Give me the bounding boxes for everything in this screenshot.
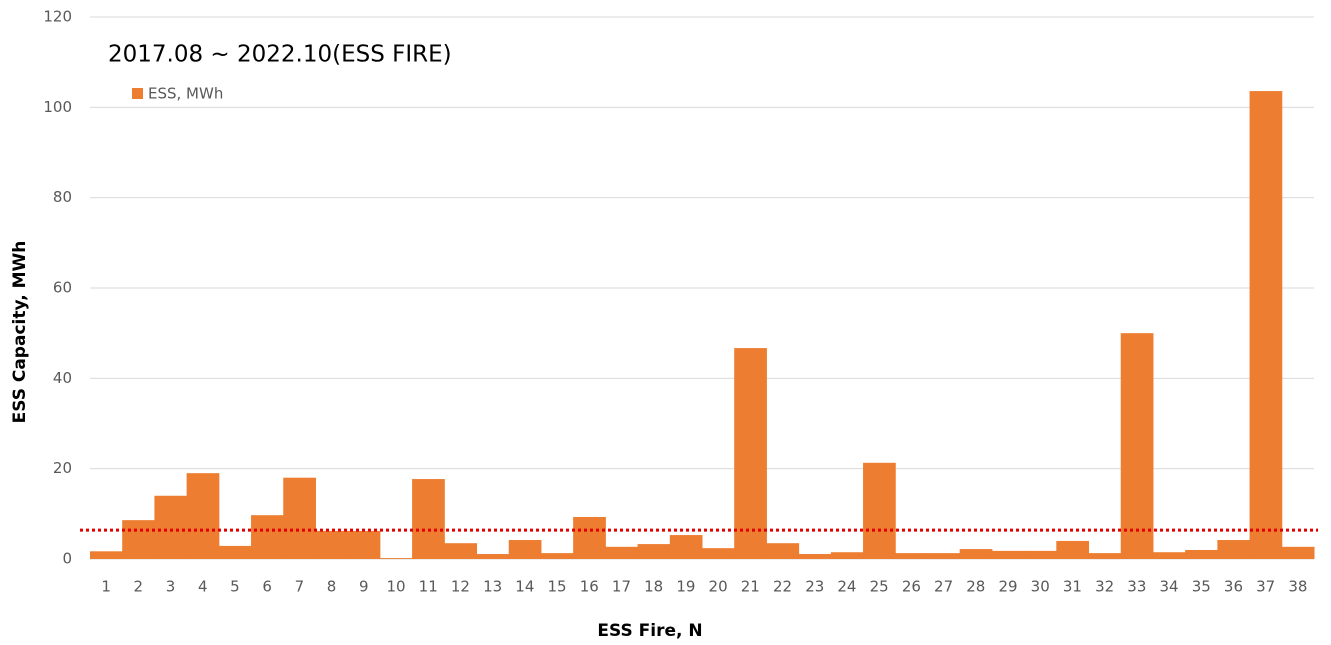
bar — [379, 558, 413, 559]
bar — [959, 549, 993, 559]
x-tick-label: 7 — [295, 578, 305, 596]
x-tick-label: 30 — [1031, 578, 1050, 596]
x-tick-label: 8 — [327, 578, 337, 596]
bar — [1281, 546, 1315, 559]
bar — [1056, 540, 1090, 559]
x-tick-label: 14 — [515, 578, 534, 596]
x-tick-label: 3 — [166, 578, 176, 596]
bar — [122, 520, 155, 559]
x-tick-label: 13 — [483, 578, 502, 596]
x-tick-label: 29 — [998, 578, 1017, 596]
legend-label: ESS, MWh — [148, 85, 223, 103]
x-tick-label: 25 — [870, 578, 889, 596]
bar — [540, 553, 574, 559]
x-axis-label: ESS Fire, N — [597, 621, 702, 641]
bar — [186, 473, 220, 559]
bar — [798, 554, 832, 559]
x-tick-label: 34 — [1160, 578, 1179, 596]
bar — [573, 516, 606, 559]
x-tick-label: 10 — [386, 578, 405, 596]
bar — [412, 479, 445, 559]
bar — [1024, 550, 1057, 559]
y-tick-label: 80 — [53, 188, 72, 206]
y-tick-label: 120 — [43, 8, 72, 26]
bar — [702, 548, 735, 559]
x-tick-label: 21 — [741, 578, 760, 596]
x-tick-label: 32 — [1095, 578, 1114, 596]
x-tick-label: 27 — [934, 578, 953, 596]
x-tick-label: 9 — [359, 578, 369, 596]
x-tick-label: 36 — [1224, 578, 1243, 596]
y-tick-label: 40 — [53, 369, 72, 387]
bar — [347, 530, 381, 559]
x-tick-label: 19 — [676, 578, 695, 596]
x-tick-label: 24 — [837, 578, 856, 596]
bar — [734, 348, 767, 559]
x-tick-label: 1 — [101, 578, 111, 596]
y-tick-label: 20 — [53, 459, 72, 477]
chart-title: 2017.08 ~ 2022.10(ESS FIRE) — [108, 42, 452, 68]
x-tick-label: 37 — [1256, 578, 1275, 596]
bar — [1249, 91, 1283, 559]
x-tick-label: 28 — [966, 578, 985, 596]
x-tick-label: 38 — [1288, 578, 1307, 596]
y-tick-label: 60 — [53, 279, 72, 297]
bar — [283, 477, 316, 559]
x-tick-label: 31 — [1063, 578, 1082, 596]
bar — [605, 546, 639, 559]
x-tick-label: 2 — [134, 578, 144, 596]
bar — [669, 535, 703, 559]
bar — [863, 462, 896, 559]
bar — [927, 553, 961, 559]
bar — [1217, 540, 1251, 559]
bar — [1185, 549, 1218, 559]
y-tick-label: 100 — [43, 98, 72, 116]
x-tick-label: 5 — [230, 578, 240, 596]
bar — [895, 553, 928, 559]
bar — [508, 540, 542, 559]
x-tick-label: 33 — [1127, 578, 1146, 596]
x-tick-label: 4 — [198, 578, 208, 596]
bar — [154, 495, 188, 559]
x-tick-label: 18 — [644, 578, 663, 596]
bar — [90, 551, 123, 559]
x-tick-label: 17 — [612, 578, 631, 596]
bar — [1120, 333, 1154, 559]
y-axis-label: ESS Capacity, MWh — [10, 241, 30, 424]
x-tick-label: 6 — [262, 578, 272, 596]
bar — [476, 554, 510, 559]
x-tick-label: 11 — [419, 578, 438, 596]
bar — [830, 552, 864, 559]
x-tick-label: 35 — [1192, 578, 1211, 596]
bar — [444, 543, 478, 559]
x-tick-label: 22 — [773, 578, 792, 596]
bar — [991, 550, 1025, 559]
bar — [1152, 552, 1186, 559]
x-tick-label: 16 — [580, 578, 599, 596]
bar — [637, 544, 671, 559]
y-tick-label: 0 — [62, 550, 72, 568]
bar — [218, 545, 252, 559]
x-tick-label: 26 — [902, 578, 921, 596]
bar — [766, 543, 800, 559]
x-tick-label: 23 — [805, 578, 824, 596]
bar — [1088, 553, 1122, 559]
bar — [315, 530, 349, 559]
legend-swatch — [132, 88, 143, 99]
x-tick-label: 15 — [548, 578, 567, 596]
bar — [251, 515, 284, 559]
x-tick-label: 20 — [709, 578, 728, 596]
x-tick-label: 12 — [451, 578, 470, 596]
